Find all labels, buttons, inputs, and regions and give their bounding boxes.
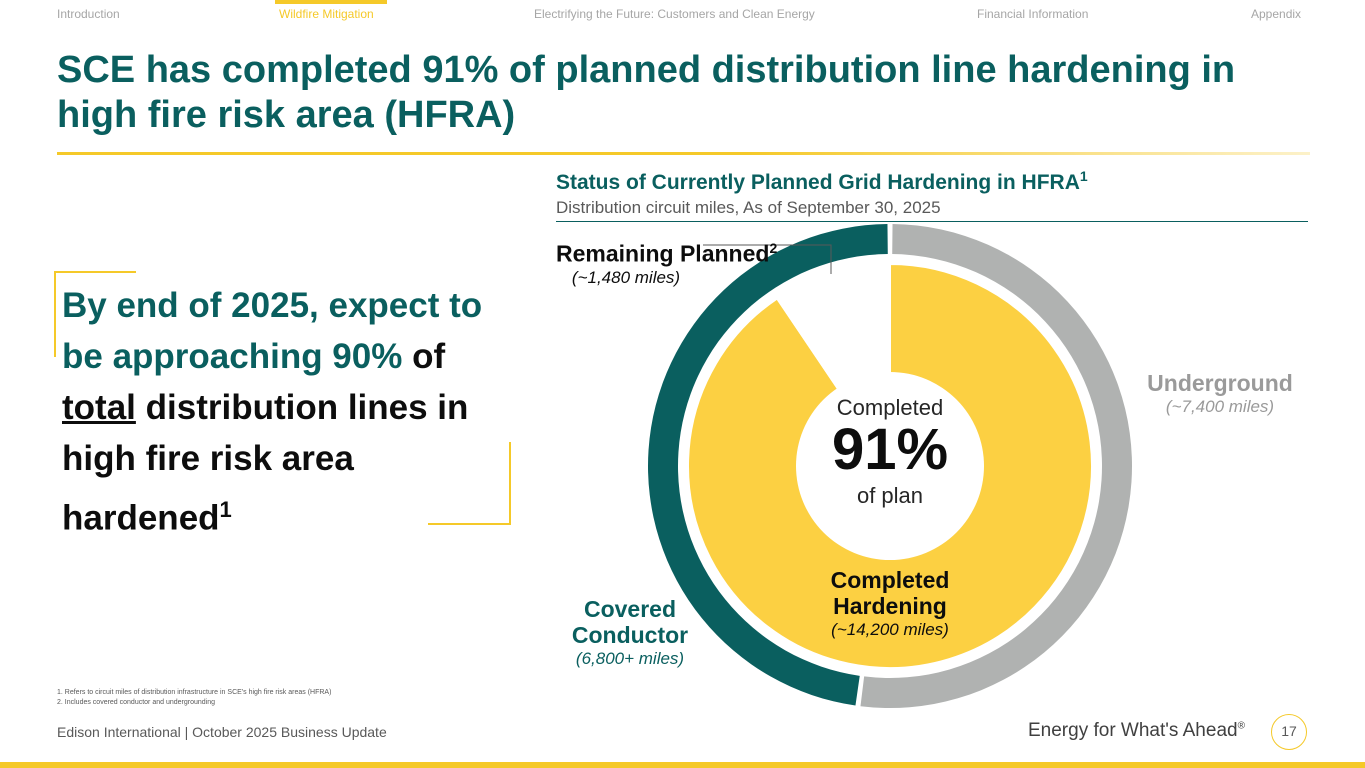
remaining-leader-line <box>703 244 832 274</box>
slice-underground <box>860 224 1133 709</box>
donut-hole <box>796 372 984 560</box>
page-title: SCE has completed 91% of planned distrib… <box>57 49 1236 136</box>
callout-footnote-mark: 1 <box>219 497 232 522</box>
center-top-label: Completed <box>836 395 944 420</box>
label-remaining-planned: Remaining Planned2 (~1,480 miles) <box>556 240 778 287</box>
slice-covered-conductor <box>648 224 888 706</box>
nav-item-electrifying-the-future[interactable]: Electrifying the Future: Customers and C… <box>534 7 815 21</box>
donut-center: Completed 91% of plan <box>796 363 984 509</box>
center-percent: 91% <box>831 417 949 482</box>
bottom-accent-bar <box>0 762 1365 768</box>
bracket-top-left-h <box>54 271 136 273</box>
nav-item-financial-information[interactable]: Financial Information <box>977 7 1089 21</box>
nav-item-introduction[interactable]: Introduction <box>57 7 120 21</box>
nav-item-wildfire-mitigation[interactable]: Wildfire Mitigation <box>279 7 374 21</box>
bracket-bottom-right-v <box>509 442 511 525</box>
center-bottom-label: of plan <box>856 483 924 508</box>
callout-highlight: By end of 2025, expect to be approaching… <box>62 286 483 376</box>
chart-title: Status of Currently Planned Grid Hardeni… <box>556 168 1088 194</box>
label-covered-conductor: Covered Conductor (6,800+ miles) <box>571 596 689 668</box>
page-number: 17 <box>1271 714 1307 750</box>
callout-text: By end of 2025, expect to be approaching… <box>62 280 512 544</box>
callout-underlined-word: total <box>62 388 136 427</box>
active-section-indicator <box>275 0 387 4</box>
footnote-1: 1. Refers to circuit miles of distributi… <box>57 689 332 696</box>
label-completed-hardening: Completed Hardening (~14,200 miles) <box>830 567 950 639</box>
footnote-2: 2. Includes covered conductor and underg… <box>57 699 215 706</box>
bracket-top-left-v <box>54 271 56 357</box>
label-underground: Underground (~7,400 miles) <box>1147 370 1293 416</box>
chart-title-footnote-mark: 1 <box>1079 168 1088 184</box>
chart-divider <box>556 221 1308 222</box>
callout-of: of <box>412 337 446 376</box>
chart-subtitle: Distribution circuit miles, As of Septem… <box>556 198 941 217</box>
callout-rest: distribution lines in high fire risk are… <box>62 388 469 538</box>
footnotes: 1. Refers to circuit miles of distributi… <box>57 688 331 708</box>
outer-ring <box>648 224 1133 709</box>
section-nav: Introduction Wildfire Mitigation Electri… <box>0 0 1365 30</box>
nav-item-appendix[interactable]: Appendix <box>1251 7 1302 21</box>
title-divider <box>57 152 1310 155</box>
bracket-bottom-right-h <box>428 523 511 525</box>
footer-company-date: Edison International | October 2025 Busi… <box>57 724 387 740</box>
footer-tagline: Energy for What's Ahead® <box>1028 720 1245 741</box>
